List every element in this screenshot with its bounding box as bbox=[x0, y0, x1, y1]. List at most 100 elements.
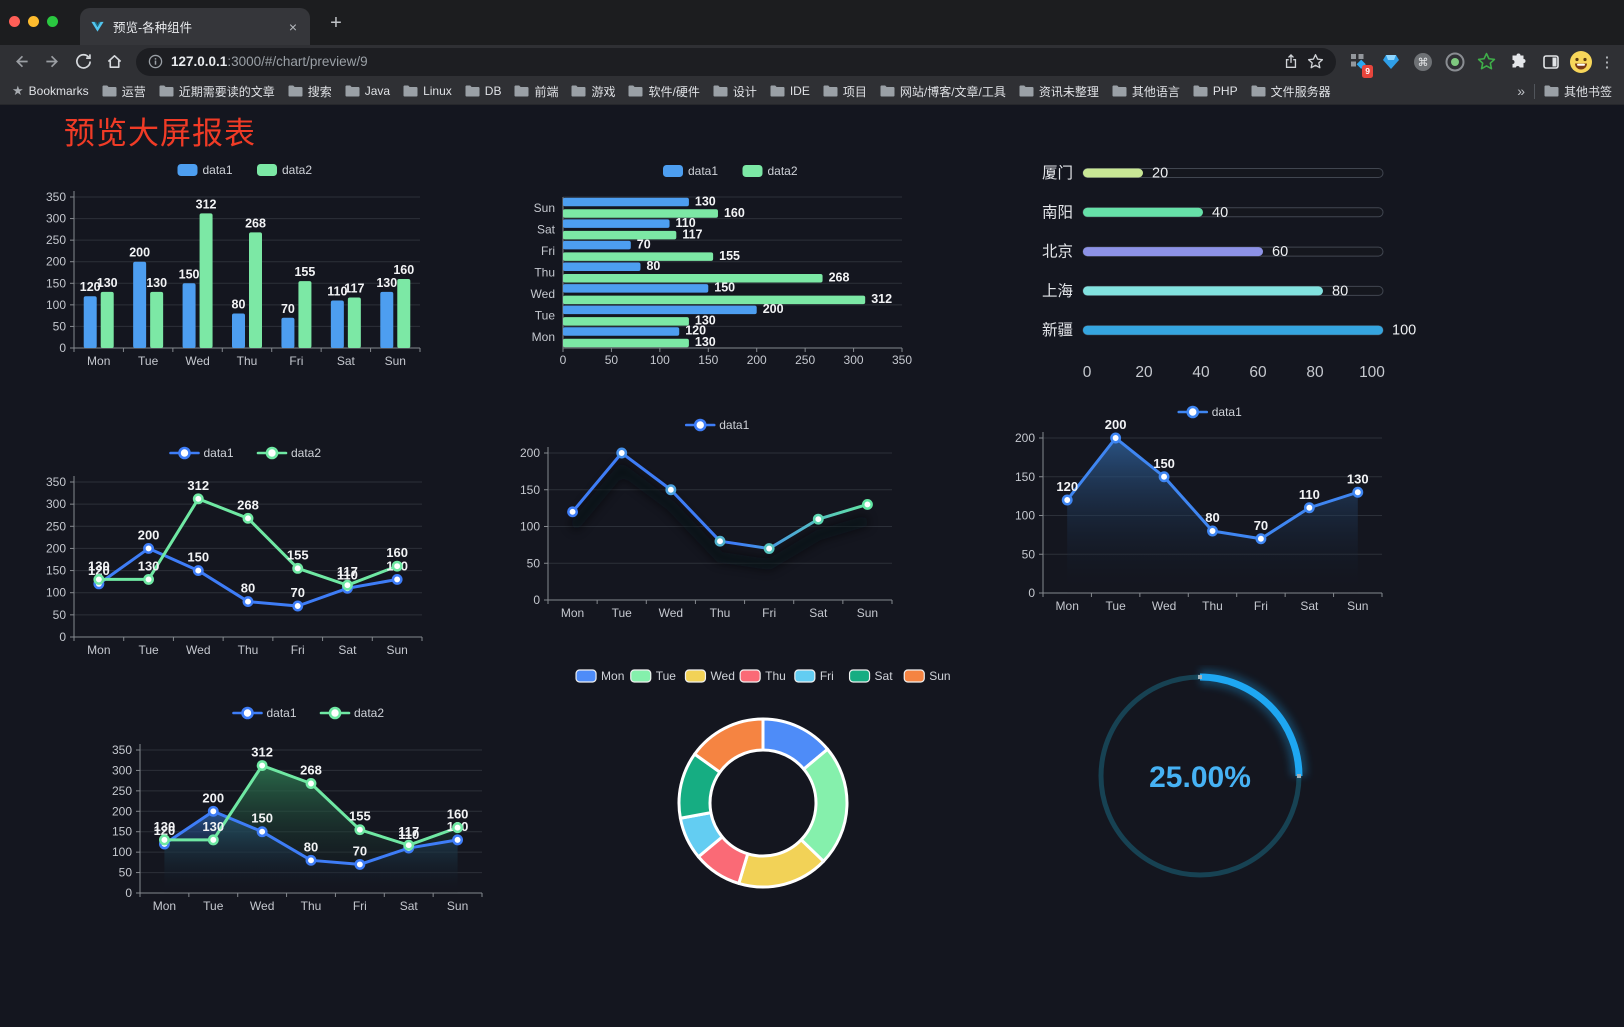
bookmark-folder[interactable]: 网站/博客/文章/工具 bbox=[880, 83, 1006, 100]
bookmark-folder[interactable]: 运营 bbox=[102, 83, 146, 100]
zoom-window-button[interactable] bbox=[47, 16, 58, 27]
tab-close-button[interactable]: × bbox=[288, 18, 297, 35]
bookmark-label: 前端 bbox=[534, 84, 559, 99]
other-bookmarks-button[interactable]: 其他书签 bbox=[1544, 83, 1612, 100]
chart-city-progress[interactable]: 厦门 20 南阳 40 北京 60 上海 80 新疆 100 0 20 40 60 80 100 bbox=[985, 159, 1422, 389]
svg-text:data1: data1 bbox=[203, 163, 233, 177]
svg-text:80: 80 bbox=[1205, 510, 1219, 525]
chart-grouped-bar[interactable]: 0 50 100 150 200 250 300 350 Mon Tue Wed Thu Fri Sat S… bbox=[42, 156, 432, 371]
svg-text:110: 110 bbox=[327, 285, 347, 299]
bookmark-folder[interactable]: 游戏 bbox=[571, 83, 615, 100]
tab-title: 预览-各种组件 bbox=[113, 21, 193, 35]
home-button[interactable] bbox=[101, 49, 127, 75]
svg-text:Tue: Tue bbox=[138, 643, 159, 657]
extension-command-button[interactable]: ⌘ bbox=[1409, 50, 1436, 74]
back-icon bbox=[15, 55, 28, 68]
svg-text:60: 60 bbox=[1249, 364, 1267, 381]
svg-text:150: 150 bbox=[1015, 470, 1035, 484]
bookmark-label: 资讯未整理 bbox=[1038, 84, 1099, 99]
extension-tampermonkey-button[interactable]: 9 bbox=[1345, 50, 1373, 78]
bookmark-folder[interactable]: PHP bbox=[1193, 84, 1238, 98]
bookmark-star-icon[interactable] bbox=[1307, 53, 1324, 70]
chart-dual-line[interactable]: 0 50 100 150 200 250 300 350 Mon Tue Wed Thu Fri Sat S… bbox=[42, 439, 432, 671]
svg-text:300: 300 bbox=[46, 212, 66, 226]
close-window-button[interactable] bbox=[9, 16, 20, 27]
bookmarks-overflow-button[interactable]: » bbox=[1517, 83, 1525, 99]
home-icon bbox=[107, 55, 121, 68]
bookmark-folder[interactable]: 设计 bbox=[713, 83, 757, 100]
svg-text:350: 350 bbox=[112, 743, 132, 757]
minimize-window-button[interactable] bbox=[28, 16, 39, 27]
extension-recorder-button[interactable] bbox=[1441, 50, 1468, 74]
bookmark-folder[interactable]: 近期需要读的文章 bbox=[159, 83, 275, 100]
browser-tab[interactable]: 预览-各种组件 × bbox=[80, 8, 310, 45]
puzzle-icon bbox=[1512, 53, 1525, 67]
browser-menu-button[interactable]: ⋮ bbox=[1599, 53, 1615, 71]
chart-area-line[interactable]: 0 50 100 150 200 Mon Tue Wed Thu Fri Sat Sun 120 200 1… bbox=[995, 399, 1390, 614]
svg-text:Mon: Mon bbox=[601, 669, 624, 683]
svg-text:130: 130 bbox=[695, 335, 716, 349]
svg-text:Fri: Fri bbox=[762, 606, 776, 620]
svg-text:data1: data1 bbox=[204, 446, 234, 460]
bookmark-folder[interactable]: Linux bbox=[403, 84, 452, 98]
svg-text:80: 80 bbox=[646, 259, 660, 273]
window-controls bbox=[9, 16, 58, 27]
svg-text:Mon: Mon bbox=[1056, 599, 1079, 613]
bookmarks-root-item[interactable]: ★ Bookmarks bbox=[12, 83, 89, 99]
extension-green-star-button[interactable] bbox=[1473, 50, 1500, 74]
svg-text:117: 117 bbox=[337, 564, 358, 579]
svg-text:Thu: Thu bbox=[237, 354, 258, 368]
svg-text:70: 70 bbox=[281, 302, 295, 316]
other-bookmarks-label: 其他书签 bbox=[1563, 84, 1612, 99]
svg-text:250: 250 bbox=[46, 233, 66, 247]
svg-text:300: 300 bbox=[46, 497, 66, 511]
url-bar[interactable]: 127.0.0.1:3000/#/chart/preview/9 bbox=[136, 47, 1336, 76]
forward-button[interactable] bbox=[39, 49, 65, 75]
side-panel-button[interactable] bbox=[1537, 50, 1564, 74]
bookmark-label: Linux bbox=[423, 84, 452, 98]
reload-button[interactable] bbox=[70, 49, 96, 75]
svg-text:312: 312 bbox=[251, 745, 273, 760]
svg-text:80: 80 bbox=[232, 297, 246, 311]
bookmark-folder[interactable]: 前端 bbox=[514, 83, 558, 100]
svg-text:Wed: Wed bbox=[710, 669, 734, 683]
site-info-icon[interactable] bbox=[148, 54, 163, 69]
chart-gradient-line[interactable]: 0 50 100 150 200 Mon Tue Wed Thu Fri Sat Sun data1 bbox=[500, 411, 900, 623]
bookmark-folder[interactable]: 资讯未整理 bbox=[1019, 83, 1099, 100]
bookmark-label: 搜索 bbox=[307, 84, 332, 99]
chart-dual-area-line[interactable]: 0 50 100 150 200 250 300 350 Mon Tue Wed Thu Fri Sat S… bbox=[95, 697, 515, 925]
bookmark-folder[interactable]: 搜索 bbox=[288, 83, 332, 100]
bookmark-folder[interactable]: Java bbox=[345, 84, 390, 98]
svg-text:Tue: Tue bbox=[1106, 599, 1127, 613]
profile-avatar-button[interactable] bbox=[1569, 50, 1593, 74]
folder-icon bbox=[770, 85, 785, 97]
chart-horizontal-bar[interactable]: 0 50 100 150 200 250 300 350 Sun 130 160 Sat 110 117 F… bbox=[497, 158, 913, 371]
bookmark-folder[interactable]: IDE bbox=[770, 84, 810, 98]
extensions-puzzle-button[interactable] bbox=[1505, 50, 1532, 74]
new-tab-button[interactable]: + bbox=[330, 12, 342, 34]
folder-icon bbox=[1019, 85, 1034, 97]
svg-text:data2: data2 bbox=[282, 163, 312, 177]
svg-text:200: 200 bbox=[46, 541, 66, 555]
back-button[interactable] bbox=[8, 49, 34, 75]
bookmark-label: PHP bbox=[1212, 84, 1238, 98]
svg-text:60: 60 bbox=[1272, 244, 1288, 260]
svg-text:312: 312 bbox=[187, 478, 209, 493]
svg-text:50: 50 bbox=[605, 353, 619, 367]
bookmark-folder[interactable]: 项目 bbox=[823, 83, 867, 100]
share-icon[interactable] bbox=[1283, 53, 1299, 70]
svg-text:南阳: 南阳 bbox=[1042, 203, 1073, 221]
svg-text:Tue: Tue bbox=[535, 309, 556, 323]
extension-gem-button[interactable] bbox=[1377, 50, 1404, 74]
chart-percent-gauge[interactable]: 25.00% bbox=[1086, 665, 1316, 895]
svg-text:data2: data2 bbox=[354, 706, 384, 720]
bookmark-folder[interactable]: DB bbox=[465, 84, 501, 98]
bookmark-folder[interactable]: 软件/硬件 bbox=[628, 83, 700, 100]
folder-icon bbox=[823, 85, 838, 97]
svg-text:Fri: Fri bbox=[541, 244, 555, 258]
bookmark-folder[interactable]: 其他语言 bbox=[1112, 83, 1180, 100]
side-panel-icon bbox=[1542, 54, 1559, 69]
svg-text:200: 200 bbox=[520, 446, 540, 460]
bookmark-folder[interactable]: 文件服务器 bbox=[1251, 83, 1331, 100]
chart-weekday-donut[interactable]: Mon Tue Wed Thu Fri Sat Sun bbox=[558, 661, 968, 971]
